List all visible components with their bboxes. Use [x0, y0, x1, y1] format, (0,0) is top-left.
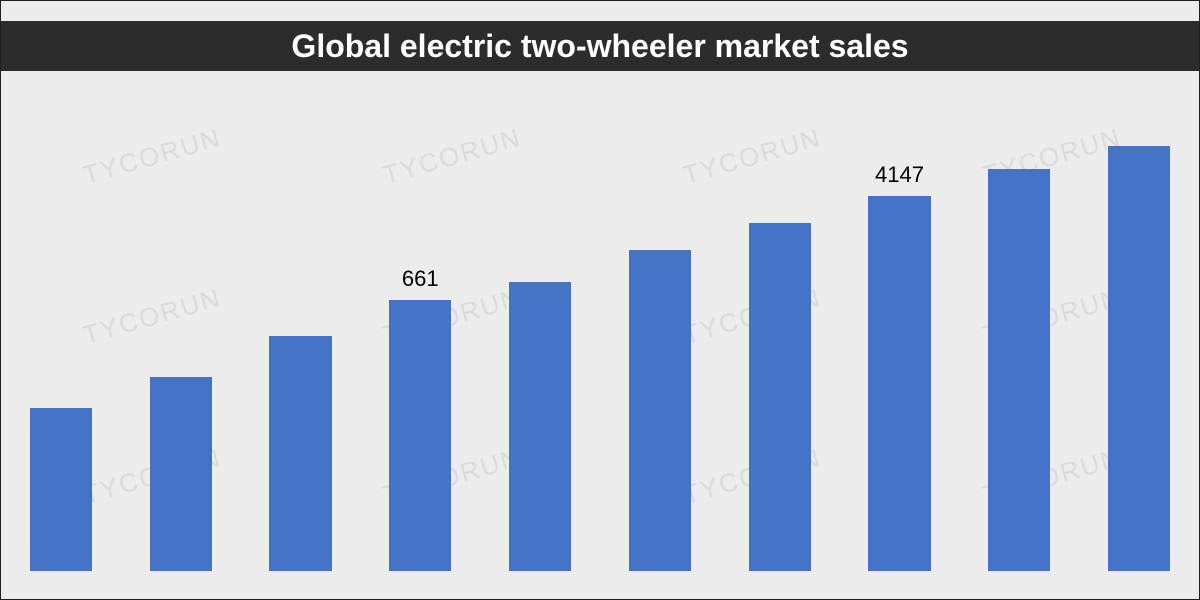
- bar-slot: 661: [360, 101, 480, 571]
- bar-slot: [600, 101, 720, 571]
- title-bar: Global electric two-wheeler market sales: [1, 21, 1199, 71]
- chart-title: Global electric two-wheeler market sales: [291, 28, 908, 64]
- bar: [749, 223, 811, 571]
- bar: [269, 336, 331, 571]
- bar: [1108, 146, 1170, 571]
- bar: [988, 169, 1050, 571]
- bar-container: 661 4147: [1, 101, 1199, 571]
- bar: [389, 300, 451, 571]
- chart-area: TYCORUNTYCORUNTYCORUNTYCORUNTYCORUNTYCOR…: [1, 101, 1199, 571]
- bar-slot: [1079, 101, 1199, 571]
- bar-slot: [720, 101, 840, 571]
- bar-slot: [241, 101, 361, 571]
- bar-slot: 4147: [840, 101, 960, 571]
- bar: [509, 282, 571, 571]
- bar: [150, 377, 212, 571]
- bar: [629, 250, 691, 571]
- bar: [868, 196, 930, 571]
- bar-slot: [959, 101, 1079, 571]
- bar-slot: [121, 101, 241, 571]
- bar-value-label: 661: [402, 266, 439, 292]
- chart-frame: Global electric two-wheeler market sales…: [0, 0, 1200, 600]
- bar-slot: [480, 101, 600, 571]
- bar-slot: [1, 101, 121, 571]
- bar-value-label: 4147: [875, 162, 924, 188]
- bar: [30, 408, 92, 571]
